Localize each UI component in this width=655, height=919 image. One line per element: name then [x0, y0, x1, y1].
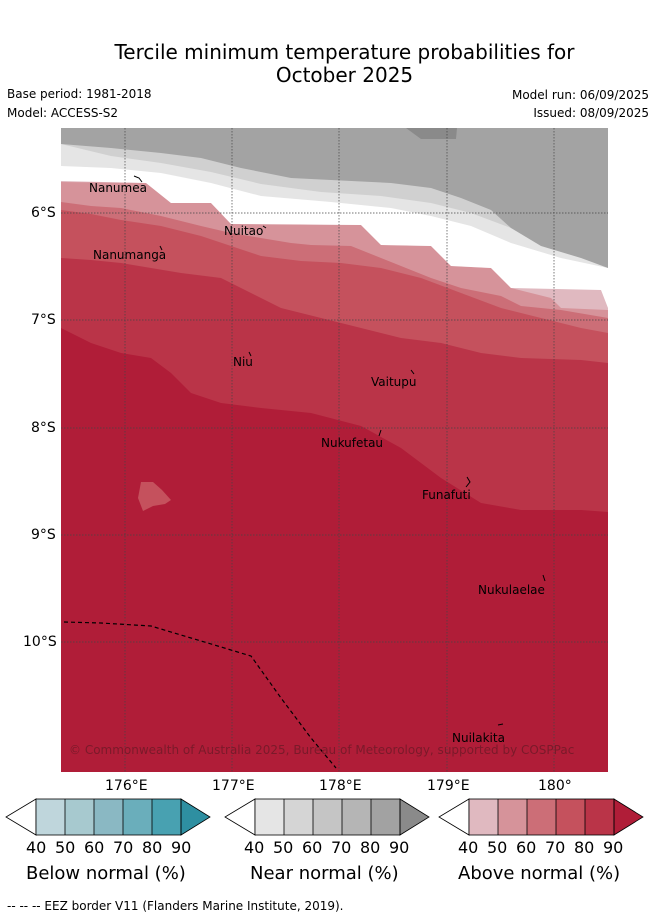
island-markers — [133, 175, 546, 726]
cb1-max-arrow — [180, 798, 211, 836]
zone-patch — [138, 482, 171, 511]
cb3-swatch-80 — [585, 799, 614, 835]
cb3-swatch-60 — [527, 799, 556, 835]
place-label-nanumanga: Nanumanga — [93, 248, 166, 262]
cb3-tick-40: 40 — [458, 838, 479, 857]
funafuti-island-icon — [465, 476, 471, 488]
colorbar-above-normal — [438, 798, 644, 836]
eez-footnote: -- -- -- EEZ border V11 (Flanders Marine… — [7, 899, 344, 913]
cb1-tick-50: 50 — [55, 838, 76, 857]
cb3-tick-70: 70 — [545, 838, 566, 857]
lat-tick-9s: 9°S — [31, 527, 56, 543]
cb1-swatch-70 — [123, 799, 152, 835]
cb2-min-arrow — [224, 798, 256, 836]
cb2-swatch-40 — [255, 799, 284, 835]
cb1-frame — [35, 798, 182, 836]
cb1-label: Below normal (%) — [26, 863, 186, 884]
cb3-max-arrow — [613, 798, 644, 836]
cb2-tick-40: 40 — [244, 838, 265, 857]
map-gridlines — [61, 128, 608, 772]
nukulaelae-island-icon — [542, 574, 546, 582]
nuitao-island-icon — [262, 225, 267, 229]
cb1-swatch-80 — [152, 799, 181, 835]
lon-tick-180: 180° — [538, 778, 572, 794]
lat-tick-8s: 8°S — [31, 420, 56, 436]
cb1-ticks — [64, 799, 153, 835]
nukufetau-island-icon — [378, 429, 382, 437]
zone-near-80 — [406, 128, 457, 139]
cb3-tick-80: 80 — [574, 838, 595, 857]
cb3-swatch-70 — [556, 799, 585, 835]
lat-tick-7s: 7°S — [31, 312, 56, 328]
place-label-nuilakita: Nuilakita — [452, 731, 505, 745]
place-label-funafuti: Funafuti — [422, 488, 471, 502]
cb1-tick-70: 70 — [113, 838, 134, 857]
cb1-min-arrow — [5, 798, 37, 836]
cb3-ticks — [497, 799, 586, 835]
model-label: Model: ACCESS-S2 — [7, 106, 119, 120]
place-label-nukulaelae: Nukulaelae — [478, 583, 545, 597]
zone-near-70 — [61, 128, 608, 268]
cb2-swatch-80 — [371, 799, 400, 835]
chart-title: Tercile minimum temperature probabilitie… — [0, 41, 655, 87]
vaitupu-island-icon — [410, 369, 415, 375]
cb1-swatch-50 — [65, 799, 94, 835]
cb2-tick-60: 60 — [302, 838, 323, 857]
place-labels: Nanumea Nuitao Nanumanga Niu Vaitupu Nuk… — [89, 181, 545, 745]
lon-tick-179e: 179°E — [427, 778, 470, 794]
place-label-niu: Niu — [233, 355, 253, 369]
model-run-label: Model run: 06/09/2025 — [511, 88, 649, 102]
colorbar-below-normal — [5, 798, 211, 836]
map-credit: © Commonwealth of Australia 2025, Bureau… — [69, 743, 574, 757]
place-label-nuitao: Nuitao — [224, 224, 263, 238]
cb2-tick-50: 50 — [273, 838, 294, 857]
cb1-tick-90: 90 — [171, 838, 192, 857]
nanumanga-island-icon — [159, 245, 163, 251]
base-period-label: Base period: 1981-2018 — [7, 87, 152, 101]
title-line-1: Tercile minimum temperature probabilitie… — [114, 40, 575, 64]
cb2-tick-80: 80 — [360, 838, 381, 857]
lat-tick-10s: 10°S — [23, 634, 57, 650]
cb2-tick-90: 90 — [389, 838, 410, 857]
cb1-tick-80: 80 — [142, 838, 163, 857]
cb2-label: Near normal (%) — [250, 863, 399, 884]
cb2-swatch-50 — [284, 799, 313, 835]
probability-map: Nanumea Nuitao Nanumanga Niu Vaitupu Nuk… — [61, 128, 608, 772]
place-label-vaitupu: Vaitupu — [371, 375, 417, 389]
cb2-swatch-70 — [342, 799, 371, 835]
cb3-tick-90: 90 — [603, 838, 624, 857]
cb2-tick-70: 70 — [331, 838, 352, 857]
lat-tick-6s: 6°S — [31, 205, 56, 221]
issued-label: Issued: 08/09/2025 — [533, 106, 649, 120]
place-label-nanumea: Nanumea — [89, 181, 147, 195]
nanumea-island-icon — [133, 175, 143, 183]
lon-tick-177e: 177°E — [212, 778, 255, 794]
cb3-frame — [468, 798, 615, 836]
nuilakita-island-icon — [497, 723, 504, 726]
place-label-nukufetau: Nukufetau — [321, 436, 383, 450]
cb2-ticks — [283, 799, 372, 835]
cb1-swatch-40 — [36, 799, 65, 835]
cb1-tick-60: 60 — [84, 838, 105, 857]
cb2-max-arrow — [399, 798, 430, 836]
lon-tick-178e: 178°E — [319, 778, 362, 794]
cb1-tick-40: 40 — [26, 838, 47, 857]
cb3-swatch-50 — [498, 799, 527, 835]
cb1-swatch-60 — [94, 799, 123, 835]
cb3-label: Above normal (%) — [458, 863, 621, 884]
cb3-tick-60: 60 — [516, 838, 537, 857]
cb2-swatch-60 — [313, 799, 342, 835]
title-line-2: October 2025 — [275, 63, 414, 87]
cb3-tick-50: 50 — [487, 838, 508, 857]
niu-island-icon — [248, 351, 252, 357]
colorbar-near-normal — [224, 798, 430, 836]
eez-border-line — [63, 621, 337, 769]
lon-tick-176e: 176°E — [105, 778, 148, 794]
cb2-frame — [254, 798, 401, 836]
cb3-swatch-40 — [469, 799, 498, 835]
cb3-min-arrow — [438, 798, 470, 836]
